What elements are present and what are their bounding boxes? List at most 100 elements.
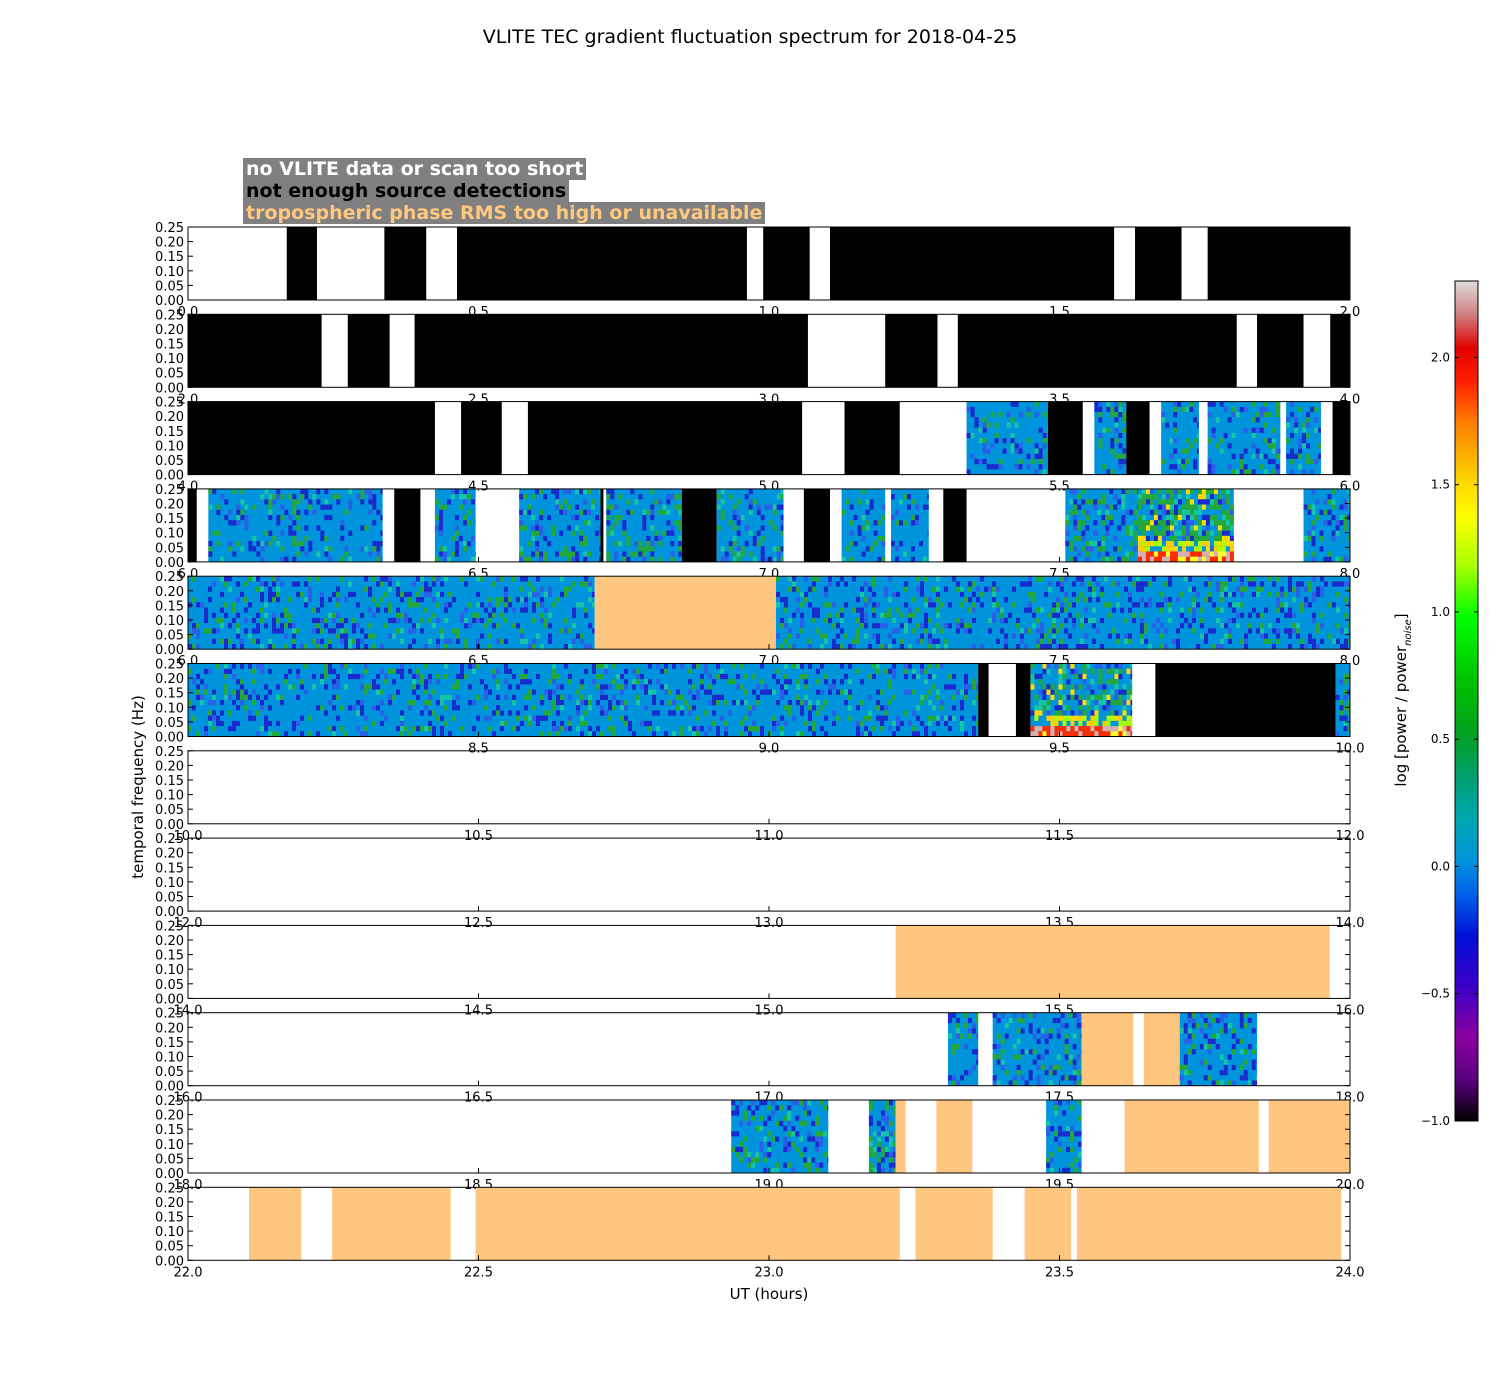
y-axis-label: temporal frequency (Hz) xyxy=(129,695,147,879)
segment-spectrum xyxy=(775,576,1350,650)
y-tick-label: 0.10 xyxy=(155,439,184,454)
colorbar-tick-label: 1.5 xyxy=(1431,478,1450,492)
segment-spectrum xyxy=(1094,401,1127,475)
x-axis-label: UT (hours) xyxy=(730,1285,809,1303)
segment-black xyxy=(1015,663,1031,737)
segment-spectrum xyxy=(716,488,784,562)
y-tick-label: 0.20 xyxy=(155,585,184,600)
segment-black xyxy=(1207,227,1350,300)
y-tick-label: 0.05 xyxy=(155,1065,184,1080)
y-tick-label: 0.10 xyxy=(155,265,184,280)
y-tick-label: 0.10 xyxy=(155,1138,184,1153)
colorbar-label-subscript: noise xyxy=(1403,619,1414,646)
x-tick-label: 10.0 xyxy=(1336,742,1365,757)
segment-black xyxy=(1126,401,1150,475)
x-tick-label: 9.0 xyxy=(759,742,780,757)
y-tick-label: 0.05 xyxy=(155,541,184,556)
y-tick-label: 0.00 xyxy=(155,1254,184,1269)
colorbar-gradient xyxy=(1454,280,1479,1122)
segment-tropo xyxy=(1268,1100,1350,1173)
y-tick-label: 0.15 xyxy=(155,774,184,789)
y-tick-label: 0.15 xyxy=(155,338,184,353)
segment-spectrum xyxy=(1335,663,1350,737)
x-tick-label: 13.0 xyxy=(755,916,784,931)
x-tick-label: 16.5 xyxy=(464,1091,493,1106)
y-tick-label: 0.25 xyxy=(155,483,184,498)
segment-spectrum xyxy=(1137,488,1234,562)
y-tick-label: 0.10 xyxy=(155,1225,184,1240)
y-tick-label: 0.25 xyxy=(155,221,184,236)
y-tick-label: 0.20 xyxy=(155,410,184,425)
legend-no-data: no VLITE data or scan too short xyxy=(243,158,587,180)
segment-tropo xyxy=(1081,1012,1134,1086)
y-tick-label: 0.00 xyxy=(155,294,184,309)
y-tick-label: 0.25 xyxy=(155,658,184,673)
y-tick-label: 0.05 xyxy=(155,978,184,993)
segment-black xyxy=(844,401,900,475)
segment-black xyxy=(885,314,938,388)
y-tick-label: 0.00 xyxy=(155,1080,184,1095)
y-tick-label: 0.05 xyxy=(155,629,184,644)
y-tick-label: 0.00 xyxy=(155,643,184,658)
segment-spectrum xyxy=(841,488,886,562)
segment-spectrum xyxy=(606,488,682,562)
y-tick-label: 0.20 xyxy=(155,759,184,774)
y-tick-label: 0.25 xyxy=(155,919,184,934)
x-tick-label: 10.5 xyxy=(464,829,493,844)
segment-tropo xyxy=(594,576,776,650)
segment-spectrum xyxy=(1065,488,1138,562)
y-tick-label: 0.05 xyxy=(155,1240,184,1255)
colorbar-tick-label: −0.5 xyxy=(1421,987,1450,1001)
x-tick-label: 12.0 xyxy=(1336,829,1365,844)
x-tick-label: 14.5 xyxy=(464,1003,493,1018)
y-tick-label: 0.05 xyxy=(155,803,184,818)
segment-tropo xyxy=(475,1187,900,1261)
y-tick-label: 0.00 xyxy=(155,731,184,746)
y-tick-label: 0.15 xyxy=(155,1123,184,1138)
segment-black xyxy=(1257,314,1304,388)
x-tick-label: 14.0 xyxy=(1336,916,1365,931)
segment-spectrum xyxy=(434,488,476,562)
y-tick-label: 0.25 xyxy=(155,745,184,760)
y-tick-label: 0.15 xyxy=(155,250,184,265)
segment-black xyxy=(763,227,810,300)
segment-tropo xyxy=(249,1187,302,1261)
segment-spectrum xyxy=(1030,663,1133,737)
y-tick-label: 0.15 xyxy=(155,425,184,440)
y-tick-label: 0.25 xyxy=(155,570,184,585)
panel-0: 0.000.050.100.150.200.250.0 0.5 1.0 1.5 2.0 xyxy=(155,221,1360,320)
panel-11: 0.000.050.100.150.200.25 22.0 22.5 23.0 23.5… xyxy=(155,1181,1364,1280)
segment-spectrum xyxy=(1303,488,1350,562)
chart-title: VLITE TEC gradient fluctuation spectrum … xyxy=(483,26,1017,48)
panel-frame xyxy=(187,837,1351,912)
colorbar-label-main: log [power / power xyxy=(1392,645,1410,787)
segment-black xyxy=(188,488,197,562)
segment-black xyxy=(1330,314,1350,388)
panel-2: 0.000.050.100.150.200.254.0 4.5 5.0 5.5 6.0 xyxy=(155,396,1360,495)
y-tick-label: 0.20 xyxy=(155,672,184,687)
y-tick-label: 0.25 xyxy=(155,1094,184,1109)
x-tick-label: 14.0 xyxy=(174,1003,203,1018)
x-tick-label: 22.0 xyxy=(174,1265,203,1280)
x-tick-label: 9.5 xyxy=(1049,742,1070,757)
y-tick-label: 0.10 xyxy=(155,789,184,804)
x-tick-label: 15.0 xyxy=(755,1003,784,1018)
segment-spectrum xyxy=(992,1012,1082,1086)
y-tick-label: 0.05 xyxy=(155,454,184,469)
y-tick-label: 0.10 xyxy=(155,1051,184,1066)
y-tick-label: 0.10 xyxy=(155,876,184,891)
y-tick-label: 0.20 xyxy=(155,934,184,949)
segment-spectrum xyxy=(1046,1100,1082,1173)
y-tick-label: 0.00 xyxy=(155,469,184,484)
y-tick-label: 0.20 xyxy=(155,236,184,251)
colorbar-tick-label: 0.5 xyxy=(1431,732,1450,746)
x-tick-label: 20.0 xyxy=(1336,1178,1365,1193)
y-tick-label: 0.00 xyxy=(155,381,184,396)
segment-tropo xyxy=(1124,1100,1259,1173)
segment-spectrum xyxy=(519,488,601,562)
segment-tropo xyxy=(1024,1187,1072,1261)
y-tick-label: 0.05 xyxy=(155,716,184,731)
segment-black xyxy=(600,488,604,562)
